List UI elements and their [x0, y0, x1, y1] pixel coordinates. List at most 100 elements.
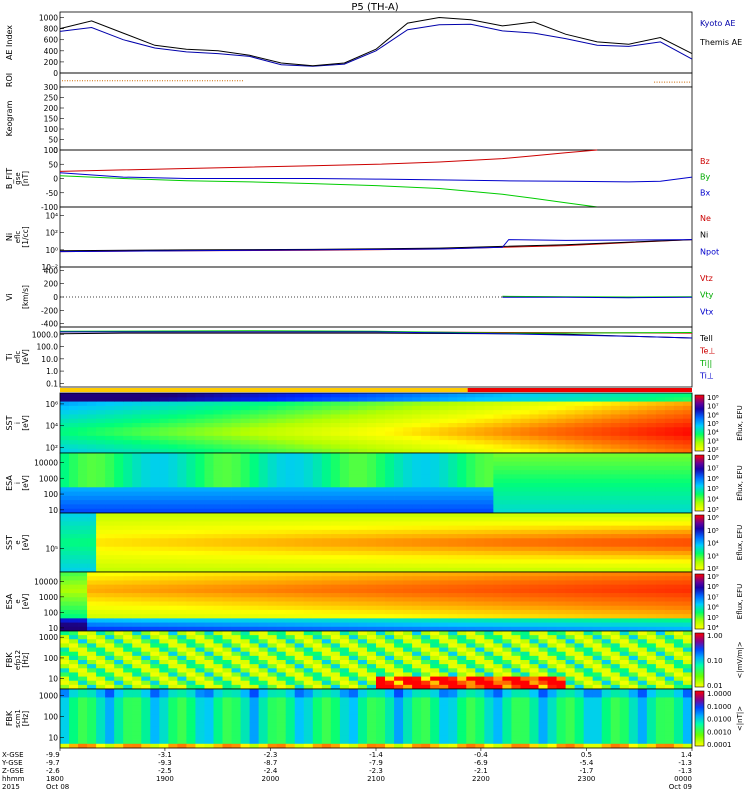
spectrogram-cell [376, 622, 386, 628]
spectrogram-cell [610, 448, 621, 454]
spectrogram-cell [177, 521, 187, 527]
spectrogram-cell [664, 601, 675, 607]
y-axis-sublabel: gse [14, 172, 22, 184]
spectrogram-cell [412, 435, 422, 441]
spectrogram-cell [502, 418, 512, 424]
spectrogram-cell [520, 504, 530, 510]
spectrogram-cell [231, 626, 241, 632]
spectrogram-cell [439, 491, 449, 497]
spectrogram-cell [556, 676, 566, 682]
spectrogram-cell [348, 435, 359, 441]
spectrogram-cell [294, 483, 305, 488]
spectrogram-cell [78, 588, 88, 594]
spectrogram-cell [168, 500, 178, 505]
spectrogram-cell [159, 626, 169, 632]
spectrogram-cell [294, 672, 305, 677]
spectrogram-cell [330, 660, 341, 665]
spectrogram-cell [583, 538, 594, 543]
spectrogram-cell [105, 542, 115, 548]
spectrogram-cell [114, 605, 124, 611]
spectrogram-cell [114, 410, 124, 415]
spectrogram-cell [69, 423, 79, 428]
spectrogram-cell [412, 397, 422, 402]
spectrogram-cell [222, 664, 232, 669]
spectrogram-cell [303, 563, 314, 569]
spectrogram-cell [141, 635, 151, 640]
spectrogram-cell [213, 660, 223, 665]
spectrogram-cell [664, 418, 675, 424]
spectrogram-cell [96, 483, 106, 488]
spectrogram-cell [376, 593, 386, 598]
spectrogram-cell [348, 597, 359, 602]
spectrogram-cell [637, 546, 648, 552]
spectrogram-cell [574, 572, 585, 577]
spectrogram-cell [267, 680, 278, 686]
spectrogram-cell [556, 410, 566, 415]
spectrogram-cell [574, 567, 585, 573]
spectrogram-cell [466, 538, 476, 543]
spectrogram-cell [150, 609, 160, 615]
spectrogram-cell [222, 393, 232, 398]
spectrogram-cell [240, 435, 250, 441]
spectrogram-cell [141, 680, 151, 686]
spectrogram-cell [105, 572, 115, 577]
spectrogram-cell [87, 605, 97, 611]
spectrogram-cell [439, 487, 449, 492]
spectrogram-cell [421, 435, 431, 441]
spectrogram-cell [547, 495, 557, 501]
spectrogram-cell [222, 618, 232, 623]
spectrogram-cell [556, 521, 566, 527]
spectrogram-cell [267, 525, 278, 531]
spectrogram-cell [457, 461, 467, 467]
spectrogram-cell [565, 631, 576, 636]
spectrogram-cell [240, 680, 250, 686]
spectrogram-cell [412, 423, 422, 428]
spectrogram-cell [204, 427, 214, 432]
spectrogram-cell [601, 550, 612, 556]
spectrogram-cell [421, 448, 431, 454]
spectrogram-cell [231, 614, 241, 619]
spectrogram-cell [457, 580, 467, 586]
spectrogram-cell [213, 567, 223, 573]
spectrogram-cell [69, 513, 79, 518]
spectrogram-cell [168, 597, 178, 602]
spectrogram-cell [592, 427, 603, 432]
spectrogram-cell [547, 567, 557, 573]
spectrogram-cell [574, 427, 585, 432]
spectrogram-cell [484, 614, 494, 619]
spectrogram-cell [538, 461, 548, 467]
spectrogram-cell [213, 534, 223, 539]
spectrogram-cell [457, 487, 467, 492]
spectrogram-cell [177, 448, 187, 454]
spectrogram-cell [628, 393, 639, 398]
spectrogram-cell [60, 597, 70, 602]
spectrogram-cell [628, 504, 639, 510]
spectrogram-cell [105, 534, 115, 539]
spectrogram-cell [60, 555, 70, 560]
spectrogram-cell [592, 440, 603, 445]
spectrogram-cell [60, 668, 70, 673]
spectrogram-cell [439, 410, 449, 415]
spectrogram-cell [330, 651, 341, 657]
spectrogram-cell [69, 618, 79, 623]
spectrogram-cell [484, 457, 494, 462]
spectrogram-cell [664, 393, 675, 398]
spectrogram-cell [457, 495, 467, 501]
spectrogram-cell [213, 521, 223, 527]
spectrogram-cell [448, 618, 458, 623]
spectrogram-cell [195, 597, 205, 602]
spectrogram-cell [303, 660, 314, 665]
spectrogram-cell [150, 525, 160, 531]
spectrogram-cell [637, 393, 648, 398]
spectrogram-cell [177, 676, 187, 682]
spectrogram-cell [366, 397, 377, 402]
spectrogram-cell [610, 470, 621, 475]
spectrogram-cell [123, 474, 133, 480]
colorbar [694, 573, 705, 630]
spectrogram-cell [511, 470, 521, 475]
spectrogram-cell [403, 643, 413, 648]
spectrogram-cell [204, 542, 214, 548]
spectrogram-cell [312, 660, 323, 665]
spectrogram-cell [565, 559, 576, 564]
